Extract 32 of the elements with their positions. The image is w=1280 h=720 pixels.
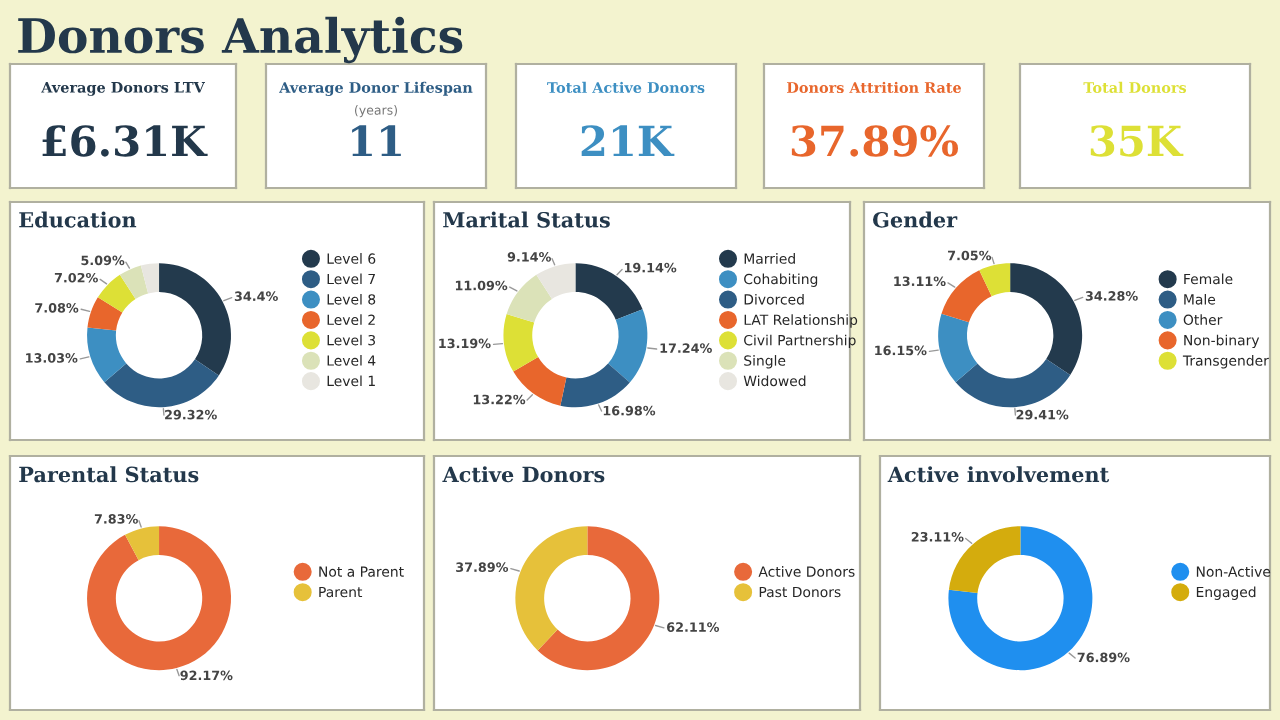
- donut-slice: [159, 263, 232, 376]
- chart-title: Parental Status: [19, 466, 199, 483]
- chart-title: Active Donors: [442, 466, 605, 483]
- donut-slice: [536, 263, 576, 300]
- donut-slice: [938, 313, 978, 383]
- donut-slice: [515, 526, 588, 651]
- donut-slice: [87, 526, 232, 671]
- donut-slice: [979, 263, 1011, 297]
- text: 11: [352, 125, 401, 157]
- text: 35K: [1090, 125, 1184, 157]
- donut-slice: [119, 265, 149, 300]
- donut-slice: [140, 263, 160, 294]
- donut-slice: [125, 526, 160, 561]
- text: 37.89%: [791, 125, 959, 157]
- donut-slice: [87, 297, 123, 331]
- chart-title: Active involvement: [887, 466, 1110, 483]
- donut-slice: [506, 274, 552, 323]
- donut-slice: [503, 314, 539, 372]
- donut-slice: [608, 309, 648, 383]
- donut-slice: [1010, 263, 1083, 375]
- donut-slice: [104, 359, 219, 408]
- text: £6.31K: [42, 125, 208, 157]
- donut-slice: [955, 359, 1071, 408]
- donut-slice: [87, 327, 127, 383]
- donut-slice: [97, 274, 136, 313]
- chart-title: Marital Status: [443, 211, 610, 228]
- donut-slice: [537, 526, 660, 671]
- chart-title: Education: [19, 211, 137, 228]
- text: 21K: [581, 125, 675, 157]
- text: Donors Analytics: [18, 16, 463, 64]
- donut-slice: [560, 363, 630, 408]
- chart-title: Gender: [873, 211, 958, 228]
